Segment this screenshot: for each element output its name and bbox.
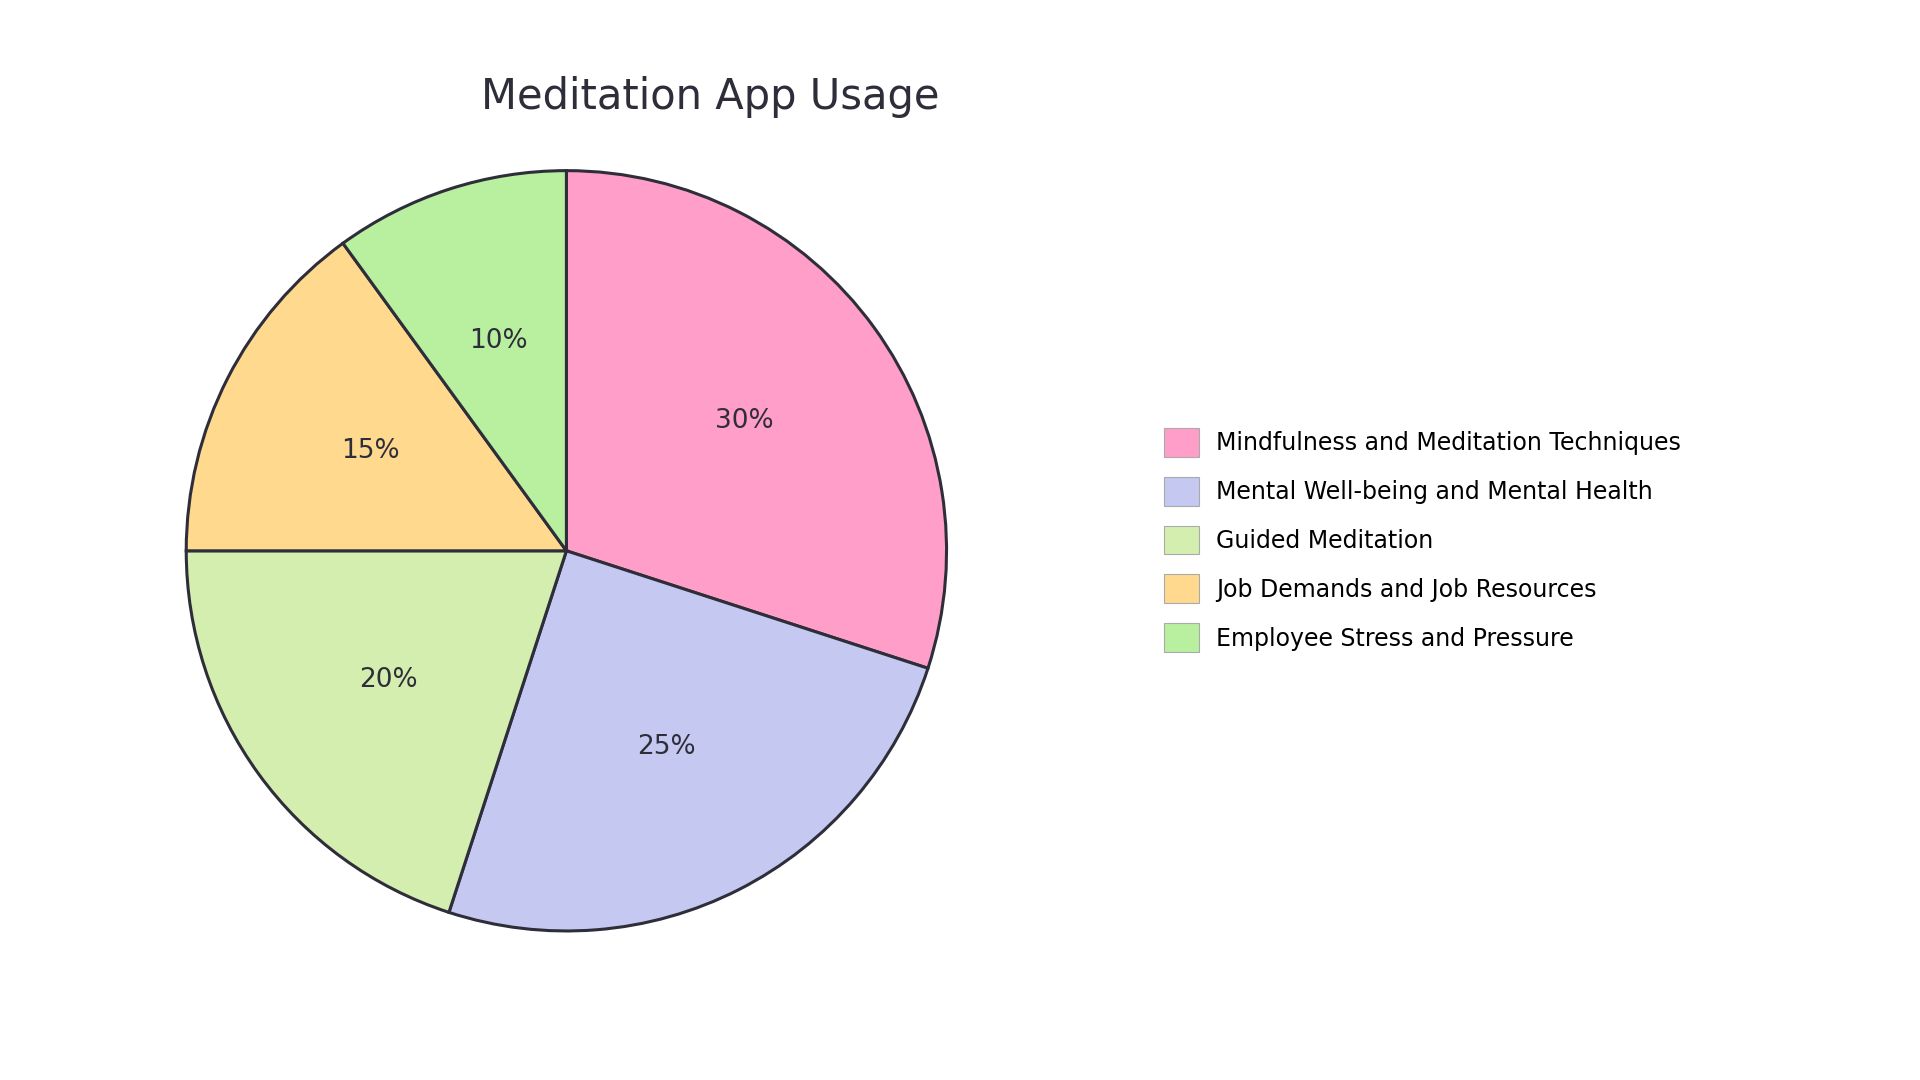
Text: 30%: 30% [716,408,774,434]
Wedge shape [566,171,947,669]
Text: 20%: 20% [359,667,417,693]
Text: 15%: 15% [340,437,399,463]
Text: Meditation App Usage: Meditation App Usage [482,76,939,118]
Legend: Mindfulness and Meditation Techniques, Mental Well-being and Mental Health, Guid: Mindfulness and Meditation Techniques, M… [1164,428,1680,652]
Text: 25%: 25% [637,734,695,760]
Wedge shape [449,551,927,931]
Wedge shape [186,551,566,913]
Text: 10%: 10% [468,328,528,354]
Wedge shape [186,243,566,551]
Wedge shape [344,171,566,551]
